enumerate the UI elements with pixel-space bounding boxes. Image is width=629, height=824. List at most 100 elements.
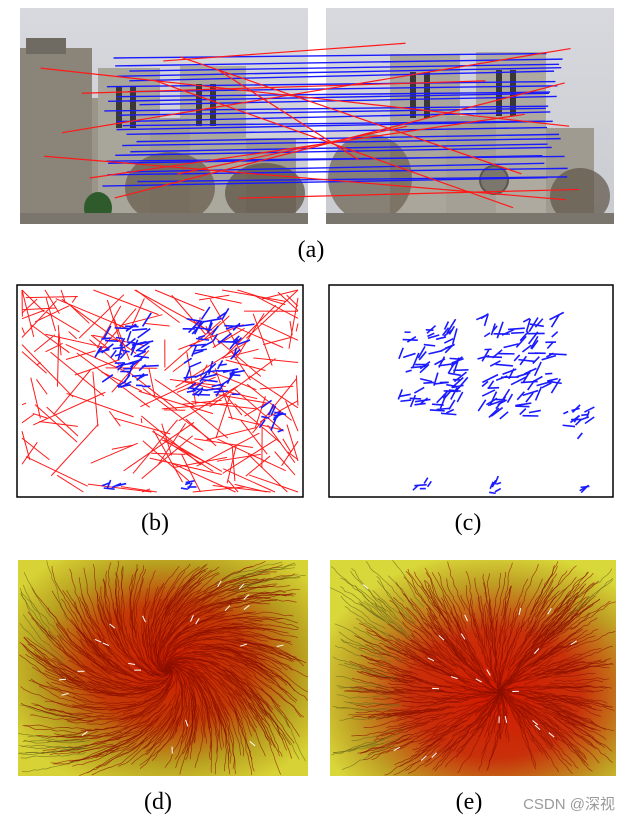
streamline — [499, 622, 520, 675]
inlier-vector — [490, 323, 496, 336]
streamline — [237, 618, 299, 629]
outlier-vector — [285, 400, 299, 432]
streamline — [188, 671, 211, 729]
streamline — [455, 639, 494, 682]
streamline — [542, 635, 596, 660]
streamline — [81, 601, 119, 662]
streamline — [402, 640, 454, 672]
streamline — [65, 714, 134, 722]
outlier-vector — [248, 474, 299, 493]
streamline — [143, 695, 179, 750]
inlier-vector — [127, 341, 136, 344]
streamline — [249, 702, 283, 757]
outlier-vector — [173, 456, 228, 469]
streamline — [553, 571, 588, 612]
streamline — [132, 565, 145, 629]
streamline — [20, 702, 84, 720]
inlier-vector — [519, 408, 527, 416]
streamline — [170, 666, 195, 718]
inlier-vector — [117, 344, 124, 361]
outlier-vector — [57, 325, 62, 356]
streamline — [430, 627, 471, 669]
outlier-vector — [55, 298, 130, 330]
streamline — [56, 635, 103, 676]
streamline — [511, 709, 536, 767]
streamline — [182, 623, 243, 641]
streamline — [360, 603, 409, 640]
streamline — [183, 647, 251, 659]
streamline — [407, 568, 441, 617]
inlier-vector — [503, 343, 519, 349]
inlier-vector — [443, 321, 450, 330]
streamline — [540, 724, 579, 769]
streamline — [249, 691, 291, 746]
flow-arrow — [518, 607, 522, 615]
outlier-vector — [34, 305, 70, 323]
streamline — [79, 742, 137, 776]
outlier-vector — [92, 371, 99, 427]
streamline — [514, 699, 558, 737]
streamline — [446, 644, 488, 681]
streamline — [81, 593, 111, 650]
streamline — [358, 647, 416, 666]
outlier-vector — [101, 371, 143, 392]
streamline — [458, 651, 496, 691]
streamline — [171, 628, 234, 650]
streamline — [161, 566, 200, 619]
streamline — [120, 565, 124, 632]
streamline — [91, 739, 148, 776]
inlier-vector — [121, 349, 130, 353]
outlier-vector — [154, 289, 205, 312]
streamline — [520, 578, 543, 632]
inlier-vector — [551, 331, 559, 338]
flow-arrow — [460, 633, 466, 640]
streamline — [83, 700, 146, 707]
streamline — [393, 738, 443, 766]
streamline — [55, 731, 123, 739]
inlier-vector — [414, 398, 431, 403]
inlier-vector — [135, 355, 150, 359]
outlier-vector — [267, 424, 296, 464]
streamline — [564, 708, 615, 732]
streamline — [174, 671, 184, 733]
streamline — [544, 594, 580, 637]
streamline — [442, 693, 495, 698]
inlier-vector — [525, 318, 532, 333]
inlier-vector — [444, 343, 455, 354]
streamline — [218, 671, 266, 717]
streamline — [181, 601, 242, 631]
streamline — [118, 725, 164, 767]
streamline — [503, 697, 534, 743]
streamline — [339, 715, 395, 721]
inlier-vector — [225, 323, 241, 330]
inlier-match-line — [108, 155, 543, 165]
streamline — [425, 705, 480, 733]
caption-b: (b) — [141, 510, 169, 536]
outlier-vector — [248, 375, 299, 409]
streamline — [502, 650, 549, 687]
streamline — [355, 585, 397, 621]
streamline — [157, 582, 203, 634]
outlier-vector — [60, 289, 66, 301]
panel-a-svg — [20, 8, 614, 224]
inlier-vector — [451, 328, 458, 345]
streamline — [427, 584, 454, 635]
streamline — [131, 610, 151, 669]
streamline — [195, 578, 258, 603]
streamline — [514, 707, 553, 747]
streamline — [232, 574, 299, 592]
streamline — [387, 669, 443, 688]
inlier-vector — [120, 380, 132, 389]
streamline — [543, 629, 588, 657]
streamline — [162, 621, 208, 658]
streamline — [172, 676, 186, 739]
streamline — [224, 667, 274, 710]
streamline — [254, 660, 308, 701]
inlier-vector — [428, 349, 443, 355]
streamline — [546, 700, 598, 727]
inlier-vector — [525, 392, 534, 403]
streamline — [153, 577, 196, 631]
streamline — [482, 582, 491, 642]
inlier-vector — [576, 432, 583, 440]
streamline — [335, 675, 388, 687]
